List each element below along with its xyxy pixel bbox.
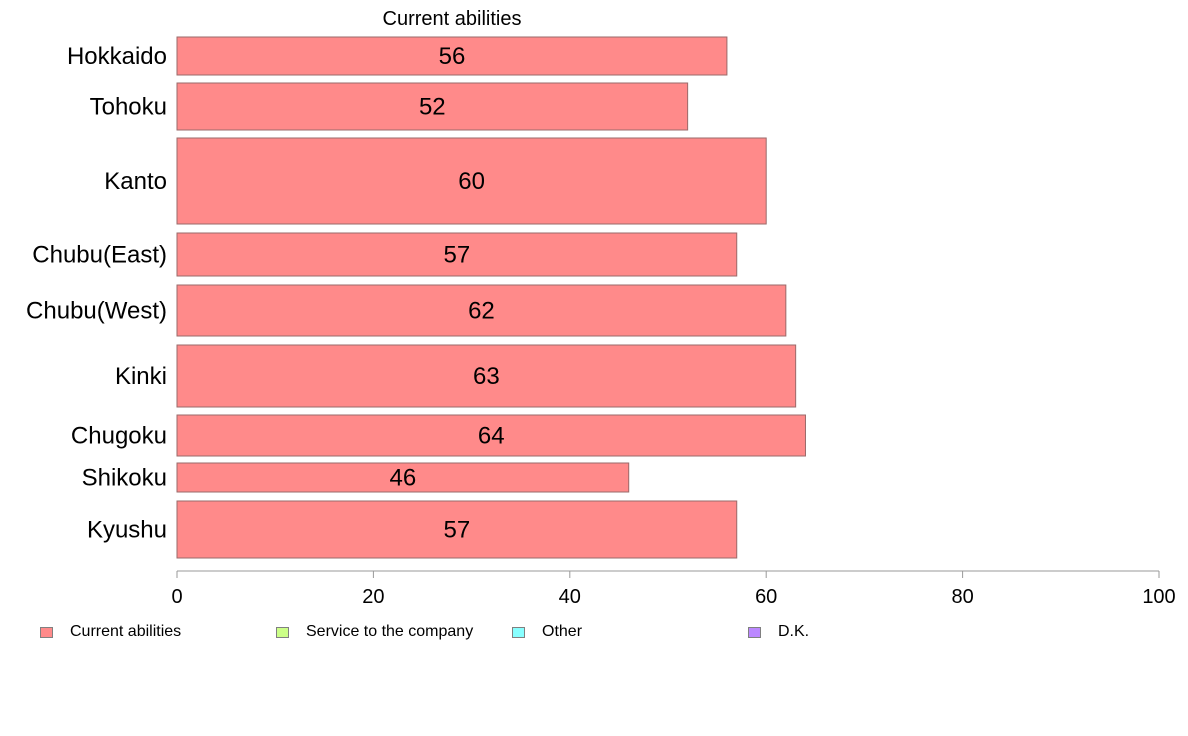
legend-label: Other (542, 623, 583, 640)
legend-swatch (40, 626, 53, 638)
x-tick-label: 40 (559, 586, 581, 608)
value-label-shikoku: 46 (390, 465, 417, 492)
x-tick-label: 80 (951, 586, 973, 608)
value-label-hokkaido: 56 (439, 43, 466, 70)
category-label-kyushu: Kyushu (87, 517, 167, 544)
category-label-chubu-west: Chubu(West) (26, 298, 167, 325)
legend-swatch (512, 626, 525, 638)
category-label-kinki: Kinki (115, 363, 167, 390)
category-label-hokkaido: Hokkaido (67, 43, 167, 70)
legend-item-service-to-the-company: Service to the company (276, 623, 473, 641)
legend-swatch (748, 626, 761, 638)
bar-shikoku (176, 462, 630, 493)
bar-kinki (176, 344, 797, 408)
value-label-kyushu: 57 (444, 517, 471, 544)
value-label-kinki: 63 (473, 363, 500, 390)
category-label-tohoku: Tohoku (90, 94, 167, 121)
value-label-chubu-east: 57 (444, 242, 471, 269)
bar-tohoku (176, 82, 689, 131)
legend-label: Current abilities (70, 623, 182, 640)
bar-kanto (176, 137, 767, 225)
value-label-chubu-west: 62 (468, 298, 495, 325)
bar-chubu-east (176, 232, 738, 277)
legend-label: Service to the company (306, 623, 474, 640)
value-label-kanto: 60 (458, 168, 485, 195)
value-label-chugoku: 64 (478, 423, 505, 450)
bar-chubu-west (176, 284, 787, 337)
x-axis: 0 20 40 60 80 100 (171, 570, 1176, 608)
bar-chugoku (176, 414, 806, 457)
legend-label: D.K. (778, 623, 810, 640)
x-tick-label: 20 (362, 586, 384, 608)
legend-item-current-abilities: Current abilities (40, 623, 181, 641)
bar-kyushu (176, 500, 738, 559)
value-label-tohoku: 52 (419, 94, 446, 121)
x-tick-label: 100 (1142, 586, 1175, 608)
bar-hokkaido (176, 36, 728, 76)
category-label-chubu-east: Chubu(East) (32, 242, 167, 269)
x-tick-label: 0 (171, 586, 182, 608)
category-label-kanto: Kanto (104, 168, 167, 195)
x-tick-label: 60 (755, 586, 777, 608)
category-label-shikoku: Shikoku (82, 465, 167, 492)
legend: Current abilities Service to the company… (0, 623, 1188, 647)
legend-swatch (276, 626, 289, 638)
legend-item-dk: D.K. (748, 623, 809, 641)
legend-item-other: Other (512, 623, 582, 641)
chart-title: Current abilities (383, 8, 522, 30)
category-label-chugoku: Chugoku (71, 423, 167, 450)
bars-group: Hokkaido 56 Tohoku 52 Kanto 60 Chubu(East) 57 Ch… (26, 36, 806, 559)
